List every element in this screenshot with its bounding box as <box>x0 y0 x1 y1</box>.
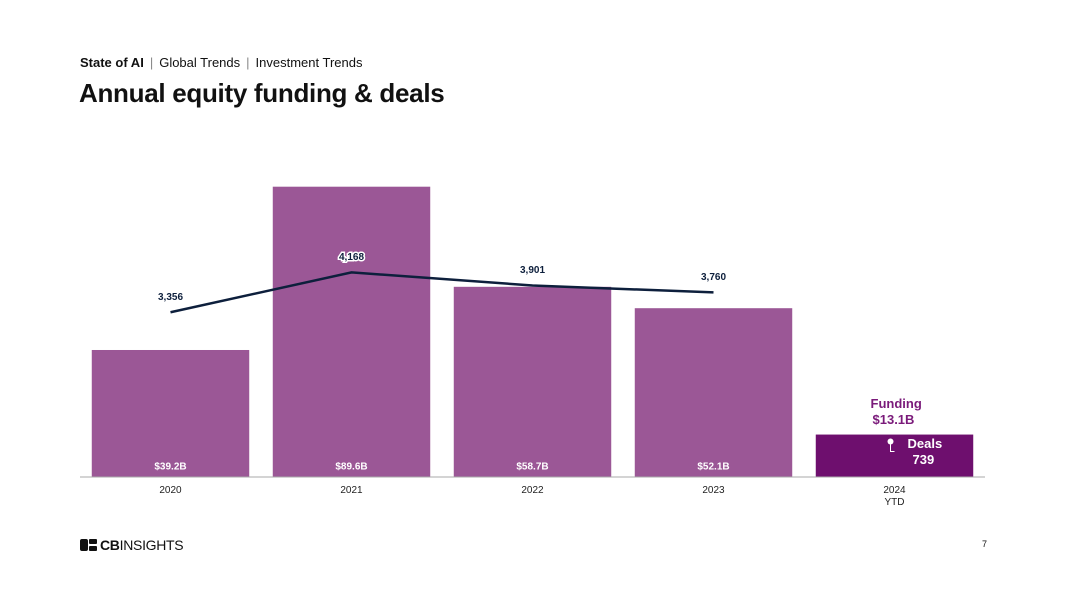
breadcrumb-item: State of AI <box>80 55 144 70</box>
line <box>170 271 714 314</box>
pin-icon <box>887 438 894 445</box>
value-label: 3,760 <box>701 272 726 283</box>
bar <box>453 286 612 477</box>
chart-title: Annual equity funding & deals <box>79 78 445 108</box>
value-label: 3,901 <box>520 265 545 276</box>
value-label: $13.1B <box>873 412 915 427</box>
value-label: 4,168 <box>339 252 364 263</box>
annotation-value: 739 <box>913 452 935 467</box>
value-label: $58.7B <box>516 462 548 473</box>
logo-icon <box>89 539 97 544</box>
breadcrumb-item: Global Trends <box>159 55 241 70</box>
value-label: $39.2B <box>154 462 186 473</box>
pin-icon <box>890 444 895 453</box>
breadcrumb: State of AI | Global Trends | Investment Tre… <box>80 55 363 70</box>
annotation-label: Deals <box>908 436 943 451</box>
value-label: 3,356 <box>158 292 183 303</box>
series-name: Funding <box>871 396 922 411</box>
logo-text: CB <box>100 537 120 553</box>
page-number: 7 <box>981 539 987 549</box>
logo: CBINSIGHTS <box>100 537 184 553</box>
bar <box>272 186 431 478</box>
bar <box>634 308 793 477</box>
value-label: $52.1B <box>697 462 729 473</box>
bar <box>91 349 250 477</box>
logo-text: INSIGHTS <box>119 537 184 553</box>
logo-icon <box>89 546 97 551</box>
logo-icon <box>80 539 88 551</box>
x-tick-label: 2021 <box>340 485 363 496</box>
x-tick-label: 2024 YTD <box>883 485 906 508</box>
bar <box>815 434 974 477</box>
x-tick-label: 2022 <box>521 485 544 496</box>
x-tick-label: 2020 <box>159 485 182 496</box>
x-tick-label: 2023 <box>702 485 725 496</box>
value-label: $89.6B <box>335 462 367 473</box>
breadcrumb-item: Investment Trends <box>255 55 363 70</box>
